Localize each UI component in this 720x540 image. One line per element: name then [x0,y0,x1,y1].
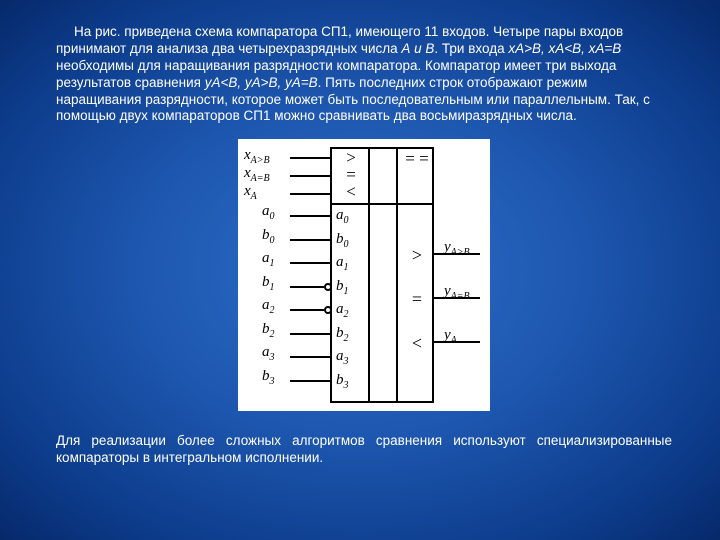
chip-input-label: b0 [336,231,366,250]
chip-header-symbol: = = [402,149,432,169]
output-label: yA>B [444,239,492,258]
cascade-input-label: xA>B [244,147,290,166]
cascade-lead [290,193,330,195]
chip-input-label: a0 [336,207,366,226]
slide: На рис. приведена схема компаратора СП1,… [0,0,720,540]
bottom-paragraph: Для реализации более сложных алгоритмов … [56,433,672,467]
chip-input-label: b3 [336,372,366,391]
data-input-label: b0 [262,227,308,246]
data-input-label: a0 [262,203,308,222]
output-symbol-gt: > [402,245,432,266]
cascade-symbol-lt: < [336,182,366,202]
data-input-label: b3 [262,368,308,387]
data-input-label: b1 [262,274,308,293]
chip-input-label: a2 [336,301,366,320]
chip-divider-2 [396,149,398,401]
cascade-input-label: xA=B [244,165,290,184]
data-input-label: a1 [262,250,308,269]
output-label: yA=B [444,283,492,302]
comparator-diagram: = = > = < > = < a0b0a1b1a2b2a3b3 xA>BxA=… [238,139,490,411]
output-label: yA [444,327,492,346]
inversion-bubble [324,283,332,291]
chip-body: = = > = < > = < a0b0a1b1a2b2a3b3 [330,147,434,403]
data-input-label: a3 [262,344,308,363]
cascade-input-label: xA [244,183,290,202]
chip-divider-1 [368,149,370,401]
data-input-label: b2 [262,321,308,340]
chip-input-label: a3 [336,348,366,367]
top-paragraph: На рис. приведена схема компаратора СП1,… [56,24,672,125]
diagram-container: = = > = < > = < a0b0a1b1a2b2a3b3 xA>BxA=… [56,139,672,411]
cascade-lead [290,175,330,177]
chip-input-label: b2 [336,325,366,344]
chip-section-divider [332,203,432,205]
cascade-lead [290,157,330,159]
chip-input-label: b1 [336,278,366,297]
chip-input-label: a1 [336,254,366,273]
output-symbol-eq: = [402,289,432,310]
output-symbol-lt: < [402,333,432,354]
data-input-label: a2 [262,297,308,316]
